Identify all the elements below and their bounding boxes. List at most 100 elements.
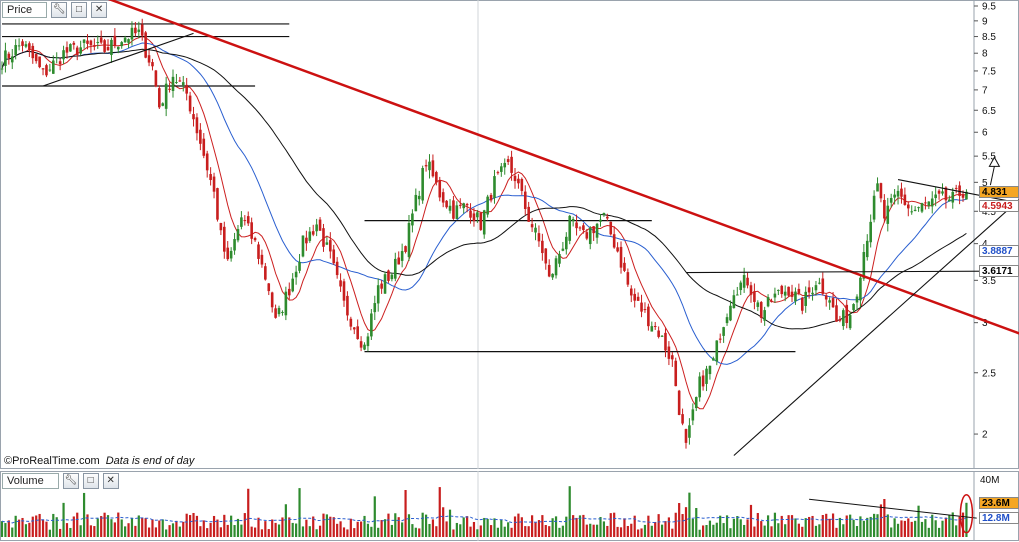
volume-chart: 40M (0, 471, 1019, 541)
candle-body (951, 191, 955, 203)
candle-body (199, 129, 202, 144)
close-icon[interactable]: ✕ (102, 473, 119, 489)
volume-bar (100, 516, 103, 537)
candle-body (424, 165, 428, 167)
candle-body (356, 326, 359, 340)
candle-body (86, 40, 89, 44)
volume-bar (852, 519, 855, 537)
candle-body (397, 257, 401, 265)
volume-bar (52, 513, 55, 537)
candle-body (582, 225, 585, 231)
volume-bar (626, 525, 629, 537)
candle-body (448, 205, 452, 211)
price-value-badge: 4.5943 (979, 199, 1019, 212)
candle-body (243, 220, 247, 222)
volume-bar (223, 514, 226, 537)
candle-body (592, 226, 595, 234)
candle-body (465, 203, 469, 206)
volume-bar (14, 515, 17, 537)
candle-body (48, 69, 52, 71)
volume-bar (366, 523, 370, 537)
candle-body (941, 191, 944, 194)
candle-body (705, 368, 708, 384)
candle-body (821, 278, 825, 294)
candle-body (226, 247, 230, 260)
volume-bar (349, 518, 352, 537)
volume-bar (633, 515, 636, 537)
candle-body (807, 287, 811, 293)
volume-bar (424, 514, 428, 537)
candle-body (267, 283, 271, 292)
close-icon[interactable]: ✕ (91, 2, 108, 18)
volume-bar (541, 515, 544, 537)
volume-bar (739, 519, 742, 537)
candle-body (175, 82, 178, 84)
volume-bar (226, 524, 229, 537)
volume-bar (264, 521, 267, 537)
wrench-icon[interactable]: 🔧︎ (62, 473, 79, 489)
y-tick-label: 3 (982, 318, 988, 329)
volume-bar (291, 522, 294, 537)
candle-body (910, 211, 914, 213)
volume-bar (7, 520, 10, 537)
volume-bar (257, 517, 260, 537)
volume-bar (531, 515, 534, 537)
volume-bar (907, 518, 910, 537)
volume-tick-label: 40M (980, 475, 999, 486)
volume-bar (346, 529, 349, 537)
volume-bar (397, 517, 400, 537)
y-tick-label: 4 (982, 239, 988, 250)
candle-body (21, 41, 24, 46)
volume-bar (431, 519, 435, 537)
candle-body (746, 277, 749, 286)
volume-highlight-circle (959, 494, 974, 534)
candle-body (814, 285, 818, 291)
candle-body (496, 172, 500, 174)
volume-bar (575, 517, 578, 537)
candle-body (934, 194, 937, 199)
volume-bar (298, 488, 301, 537)
candle-body (216, 188, 219, 220)
candle-body (742, 275, 746, 288)
volume-bar (585, 524, 588, 537)
volume-bar (715, 522, 718, 537)
volume-bar (558, 527, 561, 537)
price-chart: 2 2.5 3 3.5 4 4.5 5 5.5 6 6.5 7 7.5 8 8.5 9 9.5 (0, 0, 1019, 469)
volume-bar (941, 520, 944, 537)
candle-body (284, 291, 288, 316)
volume-bar (134, 525, 137, 537)
candle-body (900, 188, 903, 197)
candle-body (565, 236, 568, 250)
y-tick-label: 2.5 (982, 368, 996, 379)
candle-body (948, 199, 951, 202)
volume-bar (18, 519, 21, 537)
candle-body (428, 161, 431, 171)
candle-body (212, 176, 216, 192)
maximize-icon[interactable]: □ (71, 2, 88, 18)
candle-body (729, 305, 732, 321)
maximize-icon[interactable]: □ (82, 473, 99, 489)
candle-body (113, 35, 117, 46)
candle-body (944, 187, 948, 201)
trendline (733, 199, 1019, 456)
candle-body (130, 27, 134, 40)
volume-bar (965, 502, 968, 537)
volume-panel: 40M Volume 🔧︎ □ ✕ 23.6M 12.8M (0, 471, 1019, 542)
volume-bar (189, 515, 192, 537)
volume-bar (729, 528, 732, 537)
volume-bar (811, 515, 814, 537)
volume-bar (466, 516, 469, 537)
candle-body (277, 307, 281, 315)
y-tick-label: 9 (982, 16, 988, 27)
candle-body (865, 240, 869, 258)
candle-body (185, 84, 188, 94)
volume-bar (103, 512, 106, 537)
candle-body (558, 254, 561, 264)
candle-body (34, 54, 38, 62)
wrench-icon[interactable]: 🔧︎ (51, 2, 68, 18)
volume-bar (387, 513, 390, 537)
candle-body (192, 114, 195, 120)
candle-body (373, 303, 377, 313)
candle-body (342, 281, 346, 301)
candle-body (660, 335, 664, 337)
